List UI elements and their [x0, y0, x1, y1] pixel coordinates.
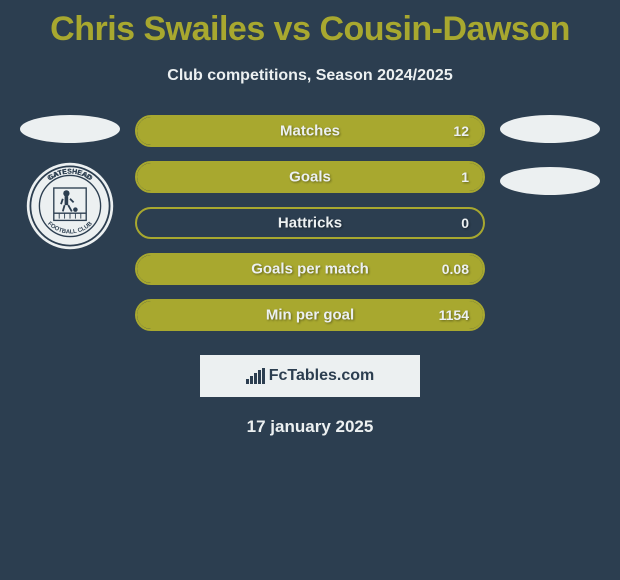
- stat-value: 12: [453, 123, 469, 139]
- player-right-oval-1: [500, 115, 600, 143]
- stat-label: Goals per match: [251, 261, 369, 278]
- source-logo: FcTables.com: [246, 367, 375, 385]
- chart-icon: [246, 368, 265, 384]
- date-text: 17 january 2025: [0, 417, 620, 437]
- left-col: GATESHEAD GATESHEAD FOOTBALL CLUB: [10, 115, 130, 251]
- stat-value: 0.08: [442, 261, 469, 277]
- right-col: [490, 115, 610, 195]
- stat-row-goals: Goals 1: [135, 161, 485, 193]
- player-left-oval: [20, 115, 120, 143]
- subtitle: Club competitions, Season 2024/2025: [0, 67, 620, 85]
- stat-row-mpg: Min per goal 1154: [135, 299, 485, 331]
- stat-value: 0: [461, 215, 469, 231]
- stat-value: 1154: [439, 307, 469, 323]
- logo-text: FcTables.com: [269, 367, 375, 385]
- stat-label: Min per goal: [266, 307, 354, 324]
- stat-label: Hattricks: [278, 215, 342, 232]
- stat-row-matches: Matches 12: [135, 115, 485, 147]
- club-badge-icon: GATESHEAD GATESHEAD FOOTBALL CLUB: [25, 161, 115, 251]
- player-right-oval-2: [500, 167, 600, 195]
- stat-value: 1: [461, 169, 469, 185]
- source-logo-box[interactable]: FcTables.com: [200, 355, 420, 397]
- content-row: GATESHEAD GATESHEAD FOOTBALL CLUB: [0, 115, 620, 345]
- stat-row-hattricks: Hattricks 0: [135, 207, 485, 239]
- stats-col: Matches 12 Goals 1 Hattricks 0 Goals per…: [130, 115, 490, 345]
- stat-label: Matches: [280, 123, 340, 140]
- stat-label: Goals: [289, 169, 331, 186]
- stat-row-gpm: Goals per match 0.08: [135, 253, 485, 285]
- page-title: Chris Swailes vs Cousin-Dawson: [0, 0, 620, 49]
